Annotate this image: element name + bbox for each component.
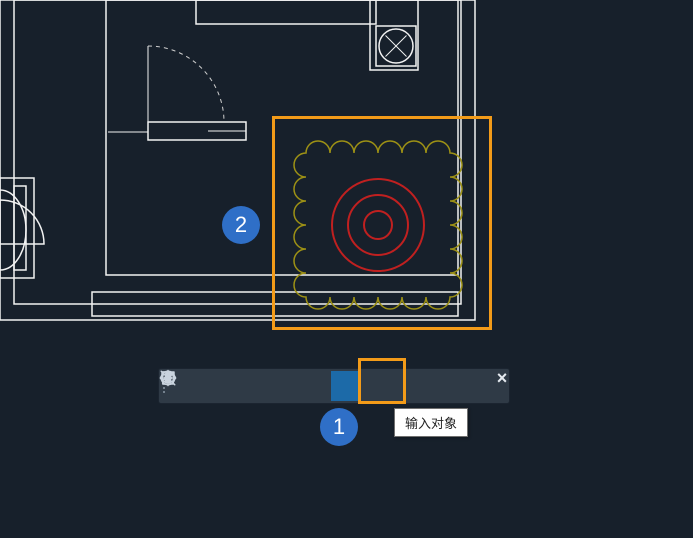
navigation-toolbar — [158, 368, 510, 404]
tooltip-label: 输入对象 — [405, 416, 457, 431]
close-icon[interactable]: × — [492, 368, 512, 388]
confirm-icon[interactable] — [403, 371, 433, 401]
card-icon[interactable] — [367, 371, 397, 401]
next-icon[interactable] — [259, 371, 289, 401]
noview-icon[interactable] — [295, 371, 325, 401]
import-object-icon[interactable] — [331, 371, 361, 401]
eye-icon[interactable] — [199, 371, 229, 401]
drawing-canvas[interactable] — [0, 0, 693, 538]
prev-icon[interactable] — [229, 371, 259, 401]
tooltip: 输入对象 — [394, 408, 468, 437]
